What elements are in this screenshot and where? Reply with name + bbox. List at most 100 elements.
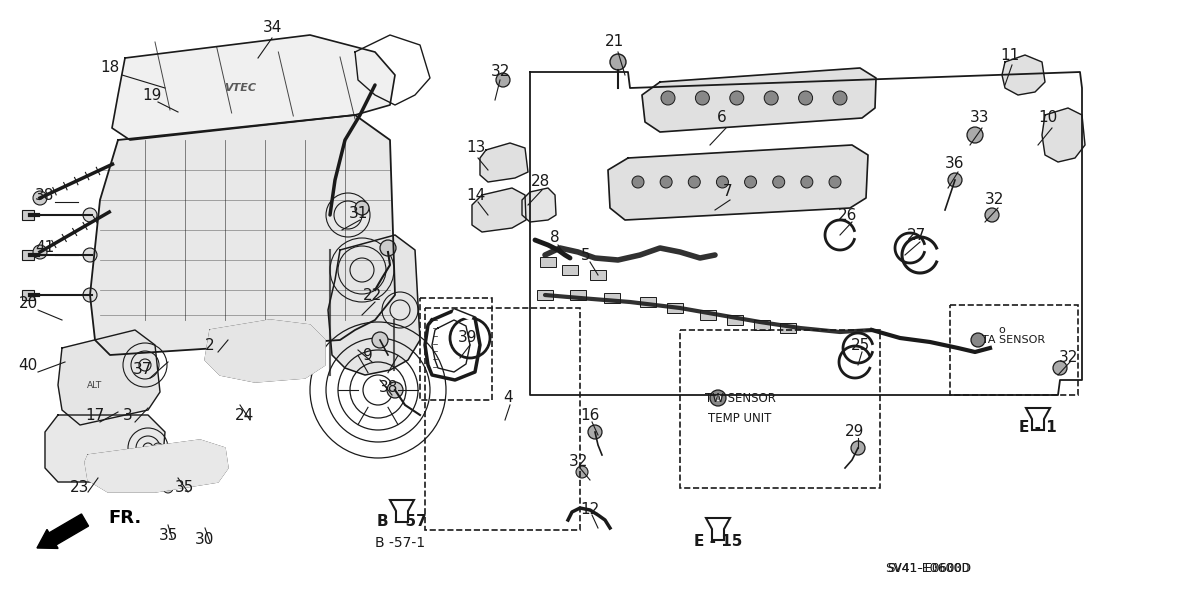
Bar (22, 250, 34, 260)
Text: 30: 30 (196, 533, 215, 547)
FancyArrow shape (37, 514, 89, 549)
Text: 36: 36 (946, 155, 965, 171)
Circle shape (34, 245, 47, 259)
Circle shape (496, 73, 510, 87)
Circle shape (380, 240, 396, 256)
Circle shape (83, 208, 97, 222)
Text: 32: 32 (569, 454, 588, 470)
Text: 33: 33 (971, 110, 990, 126)
Text: 4: 4 (503, 391, 512, 406)
Circle shape (660, 176, 672, 188)
Text: 2: 2 (205, 337, 215, 352)
Circle shape (103, 453, 113, 463)
Text: 22: 22 (362, 288, 382, 302)
Text: 25: 25 (851, 337, 870, 352)
Circle shape (764, 91, 779, 105)
Bar (604, 293, 620, 303)
Bar (420, 298, 492, 400)
Text: SV41-E0600D: SV41-E0600D (884, 562, 971, 575)
Text: 12: 12 (581, 502, 600, 518)
Circle shape (971, 333, 985, 347)
Text: 23: 23 (71, 480, 90, 496)
Text: o: o (998, 325, 1006, 335)
Text: 17: 17 (85, 407, 104, 422)
Bar (754, 320, 770, 330)
Circle shape (194, 447, 205, 457)
Text: 32: 32 (985, 193, 1004, 208)
Text: 29: 29 (845, 425, 865, 439)
Polygon shape (46, 415, 166, 482)
Text: 11: 11 (1001, 47, 1020, 62)
Bar (562, 265, 578, 275)
Text: 34: 34 (263, 21, 282, 36)
Polygon shape (85, 440, 228, 492)
Polygon shape (706, 518, 730, 540)
Circle shape (744, 176, 756, 188)
Text: 13: 13 (467, 141, 486, 155)
Text: 35: 35 (158, 528, 178, 543)
Bar (640, 297, 656, 307)
Circle shape (154, 443, 163, 453)
Text: 21: 21 (605, 34, 625, 49)
Text: 18: 18 (101, 60, 120, 75)
Text: 7: 7 (724, 184, 733, 199)
Circle shape (829, 176, 841, 188)
Circle shape (83, 288, 97, 302)
Text: 32: 32 (1058, 350, 1078, 365)
Polygon shape (205, 320, 325, 382)
Text: 14: 14 (467, 187, 486, 202)
Text: B - 57: B - 57 (377, 515, 427, 530)
Circle shape (730, 91, 744, 105)
Polygon shape (328, 235, 420, 375)
Text: 6: 6 (718, 110, 727, 126)
Circle shape (355, 201, 370, 215)
Text: 40: 40 (18, 358, 37, 372)
Circle shape (773, 176, 785, 188)
Text: 41: 41 (35, 241, 55, 256)
Text: 27: 27 (907, 228, 926, 243)
Polygon shape (642, 68, 876, 132)
Text: B -57-1: B -57-1 (374, 536, 425, 550)
Bar (22, 290, 34, 300)
Text: 38: 38 (378, 381, 397, 396)
Circle shape (163, 483, 173, 493)
Text: 24: 24 (235, 407, 254, 422)
Circle shape (689, 176, 701, 188)
Circle shape (103, 477, 113, 487)
Text: 10: 10 (1038, 110, 1057, 126)
Text: 32: 32 (491, 65, 510, 79)
Text: o: o (715, 393, 721, 403)
Circle shape (576, 466, 588, 478)
Bar (590, 270, 606, 280)
Text: 38: 38 (35, 187, 55, 202)
Polygon shape (1026, 408, 1050, 430)
Bar (667, 303, 683, 313)
Circle shape (851, 441, 865, 455)
Polygon shape (58, 330, 160, 425)
Circle shape (799, 91, 812, 105)
Polygon shape (90, 115, 395, 355)
Text: 8: 8 (550, 231, 560, 246)
Text: 5: 5 (581, 247, 590, 263)
Text: TW SENSOR: TW SENSOR (704, 391, 775, 404)
Circle shape (83, 248, 97, 262)
Text: 35: 35 (175, 480, 194, 495)
Bar (680, 330, 880, 488)
Polygon shape (480, 143, 528, 182)
Circle shape (716, 176, 728, 188)
Text: 19: 19 (143, 88, 162, 103)
Polygon shape (112, 35, 395, 140)
Bar (780, 323, 796, 333)
Text: TA SENSOR: TA SENSOR (983, 335, 1045, 345)
Text: 9: 9 (364, 347, 373, 362)
Polygon shape (390, 500, 414, 522)
Circle shape (661, 91, 674, 105)
Circle shape (34, 191, 47, 205)
Text: SV41-E0600D: SV41-E0600D (887, 562, 970, 575)
Text: 20: 20 (18, 295, 37, 311)
Bar (22, 210, 34, 220)
Circle shape (710, 390, 726, 406)
Polygon shape (608, 145, 868, 220)
Text: 37: 37 (132, 362, 151, 378)
Circle shape (800, 176, 812, 188)
